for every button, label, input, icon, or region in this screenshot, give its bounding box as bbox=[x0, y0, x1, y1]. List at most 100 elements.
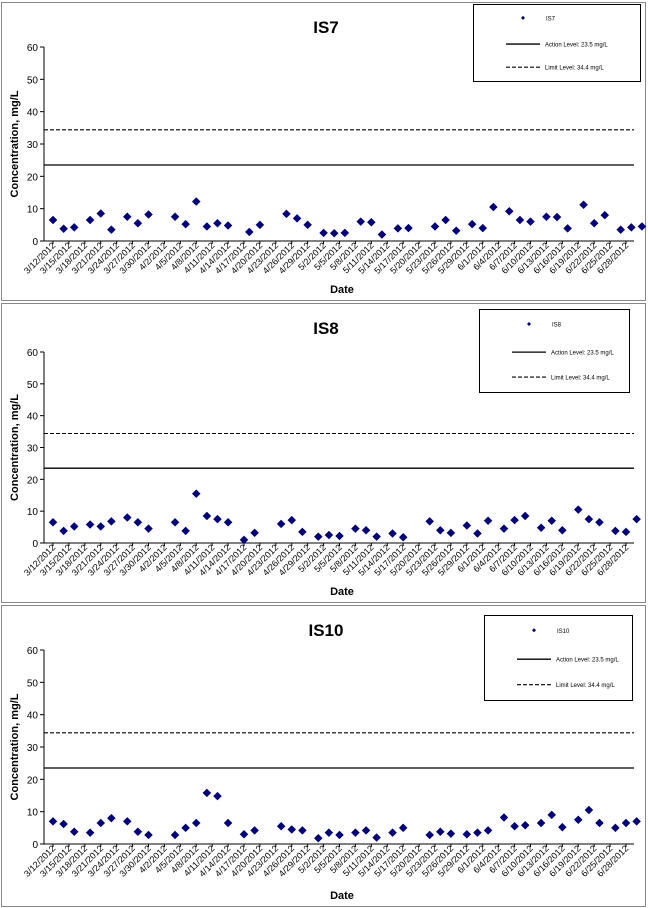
legend: IS8 Action Level: 23.5 mg/L Limit Level: 3… bbox=[479, 309, 630, 393]
legend-label: Limit Level: 34.4 mg/L bbox=[551, 376, 610, 382]
legend-label: Action Level: 23.5 mg/L bbox=[556, 658, 619, 664]
data-point bbox=[223, 221, 233, 230]
data-point bbox=[340, 228, 350, 238]
data-point bbox=[584, 805, 594, 815]
data-point bbox=[520, 820, 530, 830]
data-point bbox=[282, 209, 291, 219]
data-point bbox=[96, 818, 106, 828]
data-point bbox=[361, 525, 371, 535]
x-axis-title: Date bbox=[330, 890, 354, 902]
y-tick-label: 10 bbox=[27, 808, 39, 819]
data-point bbox=[637, 222, 647, 231]
y-tick-label: 60 bbox=[27, 646, 39, 657]
data-point bbox=[107, 516, 116, 526]
data-point bbox=[181, 526, 190, 536]
data-point bbox=[250, 528, 259, 538]
data-point bbox=[366, 217, 376, 227]
data-point bbox=[510, 821, 519, 831]
data-point bbox=[48, 517, 58, 527]
data-point bbox=[446, 528, 456, 538]
data-point bbox=[133, 827, 143, 837]
data-point bbox=[404, 223, 413, 233]
data-point bbox=[329, 228, 339, 238]
data-point bbox=[213, 218, 222, 228]
data-point bbox=[69, 522, 79, 531]
data-point bbox=[107, 225, 116, 235]
y-tick-label: 30 bbox=[27, 140, 39, 151]
data-point bbox=[319, 228, 328, 238]
data-point bbox=[191, 489, 201, 499]
data-point bbox=[573, 815, 583, 825]
legend-label: Action Level: 23.5 mg/L bbox=[545, 43, 608, 49]
data-point bbox=[393, 224, 403, 233]
legend-label: IS7 bbox=[546, 16, 556, 22]
y-axis-title: Concentration, mg/L bbox=[9, 90, 21, 197]
data-point bbox=[133, 517, 143, 527]
data-point bbox=[515, 215, 525, 225]
data-point bbox=[536, 523, 546, 533]
data-point bbox=[213, 514, 222, 524]
legend-label: IS10 bbox=[557, 629, 570, 635]
data-point bbox=[122, 212, 132, 222]
data-point bbox=[170, 517, 180, 527]
data-point bbox=[223, 818, 233, 828]
data-point bbox=[435, 525, 445, 535]
data-point bbox=[579, 200, 588, 210]
data-point bbox=[122, 513, 132, 522]
data-point bbox=[324, 828, 334, 838]
data-point bbox=[510, 515, 519, 525]
data-point bbox=[621, 818, 631, 828]
data-point bbox=[351, 828, 360, 838]
legend-box bbox=[479, 309, 630, 393]
y-tick-label: 40 bbox=[27, 711, 39, 722]
data-point bbox=[520, 511, 530, 521]
data-point bbox=[552, 212, 562, 222]
data-point bbox=[191, 818, 201, 828]
data-point bbox=[600, 210, 610, 220]
data-point bbox=[451, 226, 461, 236]
data-point bbox=[632, 514, 641, 524]
legend-box bbox=[484, 615, 633, 701]
x-axis-title: Date bbox=[330, 586, 354, 598]
data-point bbox=[287, 515, 297, 525]
y-tick-label: 0 bbox=[32, 539, 38, 550]
data-point bbox=[589, 218, 599, 228]
data-point bbox=[335, 830, 344, 840]
y-axis-title: Concentration, mg/L bbox=[9, 394, 21, 501]
data-point bbox=[85, 215, 95, 225]
data-point bbox=[276, 821, 286, 831]
chart-title: IS7 bbox=[313, 18, 339, 37]
y-tick-label: 10 bbox=[27, 507, 39, 518]
data-point bbox=[626, 223, 636, 232]
data-point bbox=[96, 209, 106, 218]
data-point bbox=[292, 214, 302, 223]
data-point bbox=[170, 212, 180, 222]
data-point bbox=[584, 514, 594, 524]
data-point bbox=[557, 525, 567, 535]
data-point bbox=[255, 220, 265, 230]
legend-label: Action Level: 23.5 mg/L bbox=[551, 351, 614, 357]
y-tick-label: 60 bbox=[27, 348, 39, 359]
y-tick-label: 20 bbox=[27, 475, 39, 486]
data-point bbox=[483, 826, 493, 835]
legend-marker bbox=[521, 15, 525, 20]
data-point bbox=[59, 526, 68, 536]
data-point bbox=[563, 224, 572, 233]
legend-marker bbox=[532, 628, 536, 633]
data-point bbox=[313, 532, 323, 541]
data-point bbox=[595, 517, 604, 527]
data-point bbox=[303, 220, 313, 230]
data-point bbox=[536, 818, 546, 828]
data-point bbox=[611, 823, 620, 833]
data-point bbox=[372, 833, 381, 842]
y-tick-label: 0 bbox=[32, 840, 38, 851]
data-point bbox=[632, 817, 641, 826]
data-point bbox=[276, 519, 286, 529]
y-tick-label: 20 bbox=[27, 172, 39, 183]
legend-label: Limit Level: 34.4 mg/L bbox=[556, 683, 615, 689]
data-point bbox=[59, 819, 68, 829]
data-point bbox=[85, 520, 95, 529]
data-point bbox=[473, 828, 482, 838]
